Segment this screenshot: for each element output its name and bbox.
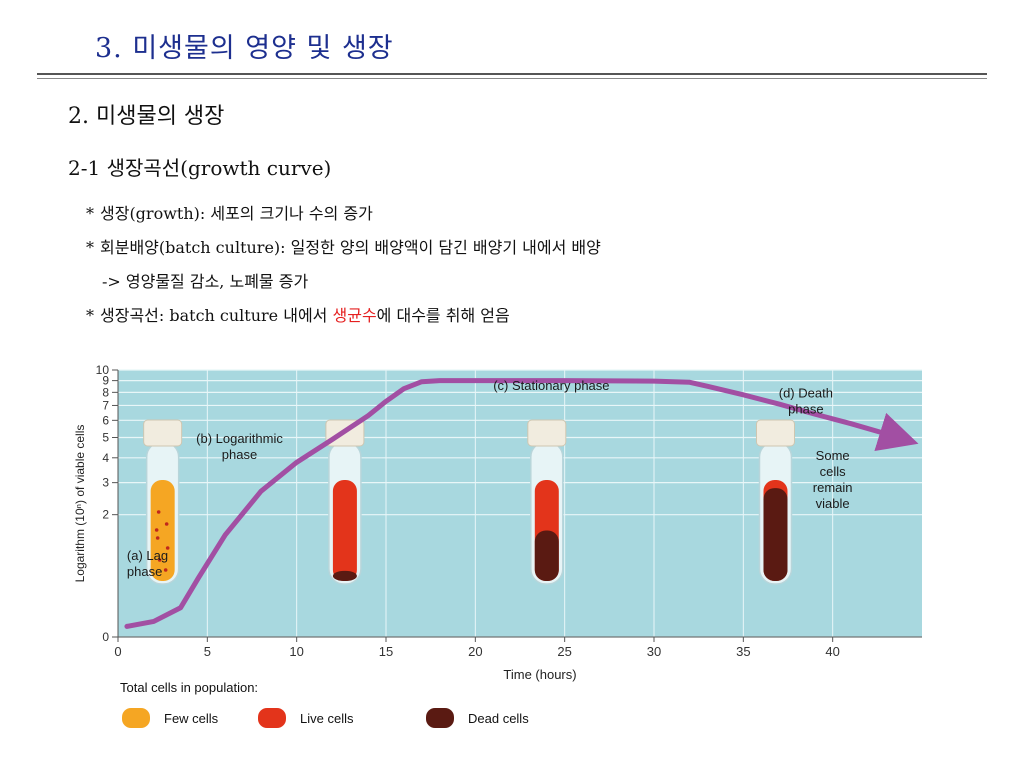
y-tick-label: 10 <box>96 363 110 377</box>
legend-swatch <box>122 708 150 728</box>
x-tick-label: 0 <box>114 644 121 659</box>
tube-cap <box>527 419 567 447</box>
annotation-3: (d) Death phase <box>779 385 833 416</box>
tube-lag <box>143 419 183 585</box>
bullet-text: 생장(growth): 세포의 크기나 수의 증가 <box>100 204 373 223</box>
annotation-line: cells <box>820 464 847 479</box>
y-tick-label: 5 <box>102 430 109 444</box>
bullet-consequence: -> 영양물질 감소, 노폐물 증가 <box>86 268 601 302</box>
y-axis-label: Logarithm (10ⁿ) of viable cells <box>73 425 87 583</box>
cell-dot <box>154 528 159 532</box>
tube-liquid <box>150 480 175 581</box>
y-tick-label: 9 <box>102 374 109 388</box>
cell-dot <box>165 546 170 550</box>
section-heading: 2. 미생물의 생장 <box>68 104 225 129</box>
annotation-1: (b) Logarithmic phase <box>196 431 283 462</box>
annotation-4: Some cells remain viable <box>813 448 853 511</box>
legend-label: Live cells <box>300 711 354 726</box>
legend-swatch <box>258 708 286 728</box>
x-tick-label: 5 <box>204 644 211 659</box>
legend: Total cells in population: Few cells Live … <box>120 680 529 728</box>
bullet-marker: * <box>86 204 94 223</box>
annotation-line: phase <box>127 564 162 579</box>
cell-dot <box>164 522 169 526</box>
slide-title: 3. 미생물의 영양 및 생장 <box>95 33 394 64</box>
legend-item-2: Dead cells <box>426 708 529 728</box>
annotation-line: remain <box>813 480 853 495</box>
tube-cap <box>143 419 183 447</box>
x-tick-label: 30 <box>647 644 661 659</box>
annotation-line: (d) Death <box>779 385 833 400</box>
x-tick-label: 15 <box>379 644 393 659</box>
cell-dot <box>156 510 161 514</box>
tube-dead-cells <box>763 488 788 581</box>
title-rule <box>37 73 987 75</box>
y-tick-label: 7 <box>102 398 109 412</box>
y-tick-label: 3 <box>102 476 109 490</box>
x-tick-label: 25 <box>557 644 571 659</box>
annotation-line: phase <box>788 401 823 416</box>
x-tick-label: 10 <box>289 644 303 659</box>
y-tick-label: 6 <box>102 413 109 427</box>
tube-log <box>325 419 365 585</box>
bullet-batch: * 회분배양(batch culture): 일정한 양의 배양액이 담긴 배양기… <box>86 234 601 268</box>
x-tick-label: 40 <box>825 644 839 659</box>
annotation-line: Some <box>816 448 850 463</box>
annotation-line: viable <box>816 496 850 511</box>
x-axis: 0 5 10 15 20 25 30 35 40 <box>114 636 922 659</box>
tube-death <box>755 419 795 585</box>
bullet-text: 회분배양(batch culture): 일정한 양의 배양액이 담긴 배양기 … <box>100 238 601 257</box>
y-tick-label: 0 <box>102 630 109 644</box>
bullet-text: -> 영양물질 감소, 노폐물 증가 <box>102 272 309 291</box>
bullet-growth: * 생장(growth): 세포의 크기나 수의 증가 <box>86 200 601 234</box>
legend-item-1: Live cells <box>258 708 354 728</box>
legend-label: Few cells <box>164 711 219 726</box>
y-tick-label: 4 <box>102 451 109 465</box>
y-tick-label: 2 <box>102 508 109 522</box>
cell-dot <box>157 558 162 562</box>
tube-cap <box>755 419 795 447</box>
annotation-line: (a) Lag <box>127 548 168 563</box>
legend-item-0: Few cells <box>122 708 219 728</box>
bullet-text-post: 에 대수를 취해 얻음 <box>376 306 510 325</box>
bullet-list: * 생장(growth): 세포의 크기나 수의 증가 * 회분배양(batch c… <box>86 200 601 336</box>
title-rule-thin <box>37 78 987 79</box>
legend-label: Dead cells <box>468 711 529 726</box>
legend-title: Total cells in population: <box>120 680 258 695</box>
annotation-0: (a) Lag phase <box>127 548 168 579</box>
series-line-0 <box>124 378 919 629</box>
phase-annotations: (a) Lag phase(b) Logarithmic phase(c) Stat… <box>127 378 853 579</box>
growth-curve-series <box>124 378 919 629</box>
legend-swatch <box>426 708 454 728</box>
tube-dead-cells <box>332 570 357 581</box>
x-tick-label: 20 <box>468 644 482 659</box>
annotation-2: (c) Stationary phase <box>493 378 609 393</box>
annotation-line: (c) Stationary phase <box>493 378 609 393</box>
annotation-line: (b) Logarithmic <box>196 431 283 446</box>
x-axis-label: Time (hours) <box>503 667 576 682</box>
bullet-marker: * <box>86 306 94 325</box>
tube-stationary <box>527 419 567 585</box>
x-tick-label: 35 <box>736 644 750 659</box>
highlight-viable-count: 생균수 <box>332 306 377 325</box>
test-tubes <box>143 419 795 585</box>
y-tick-label: 8 <box>102 385 109 399</box>
tube-liquid <box>332 480 357 581</box>
bullet-marker: * <box>86 238 94 257</box>
gridlines <box>118 369 922 638</box>
annotation-line: phase <box>222 447 257 462</box>
tube-dead-cells <box>534 530 559 581</box>
bullet-curve: * 생장곡선: batch culture 내에서 생균수에 대수를 취해 얻음 <box>86 302 601 336</box>
subsection-heading: 2-1 생장곡선(growth curve) <box>68 156 332 180</box>
bullet-text-pre: 생장곡선: batch culture 내에서 <box>100 306 333 325</box>
cell-dot <box>155 536 160 540</box>
cell-dot <box>163 568 168 572</box>
